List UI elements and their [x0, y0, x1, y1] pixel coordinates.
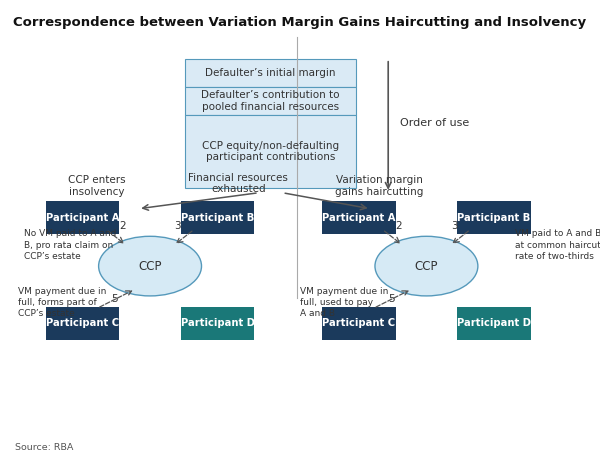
- FancyBboxPatch shape: [322, 307, 395, 340]
- FancyBboxPatch shape: [185, 115, 356, 188]
- FancyBboxPatch shape: [46, 201, 119, 234]
- Text: VM paid to A and B
at common haircut
rate of two-thirds: VM paid to A and B at common haircut rat…: [515, 229, 600, 261]
- Text: No VM paid to A and
B, pro rata claim on
CCP’s estate: No VM paid to A and B, pro rata claim on…: [23, 229, 116, 261]
- Text: Participant A: Participant A: [46, 213, 119, 223]
- Text: Defaulter’s contribution to
pooled financial resources: Defaulter’s contribution to pooled finan…: [202, 90, 340, 112]
- Text: CCP: CCP: [139, 260, 162, 272]
- Text: CCP: CCP: [415, 260, 438, 272]
- FancyBboxPatch shape: [457, 201, 531, 234]
- FancyBboxPatch shape: [457, 307, 531, 340]
- Text: Correspondence between Variation Margin Gains Haircutting and Insolvency: Correspondence between Variation Margin …: [13, 16, 587, 29]
- Ellipse shape: [375, 236, 478, 296]
- FancyBboxPatch shape: [185, 59, 356, 87]
- Text: Participant A: Participant A: [322, 213, 395, 223]
- FancyBboxPatch shape: [322, 201, 395, 234]
- Text: Order of use: Order of use: [400, 118, 469, 129]
- Text: 2: 2: [395, 221, 402, 231]
- Text: 2: 2: [119, 221, 126, 231]
- Text: Participant C: Participant C: [46, 318, 119, 329]
- FancyBboxPatch shape: [46, 307, 119, 340]
- Text: CCP equity/non-defaulting
participant contributions: CCP equity/non-defaulting participant co…: [202, 141, 339, 162]
- Text: VM payment due in
full, used to pay
A and B: VM payment due in full, used to pay A an…: [300, 287, 388, 318]
- Text: VM payment due in
full, forms part of
CCP’s estate: VM payment due in full, forms part of CC…: [18, 287, 106, 318]
- Text: 3: 3: [451, 221, 457, 231]
- Ellipse shape: [98, 236, 202, 296]
- Text: Defaulter’s initial margin: Defaulter’s initial margin: [205, 68, 336, 78]
- Text: Participant D: Participant D: [457, 318, 531, 329]
- Text: Participant D: Participant D: [181, 318, 254, 329]
- FancyBboxPatch shape: [181, 307, 254, 340]
- Text: Variation margin
gains haircutting: Variation margin gains haircutting: [335, 175, 424, 197]
- Text: 5: 5: [112, 294, 118, 304]
- Text: Financial resources
exhausted: Financial resources exhausted: [188, 173, 288, 194]
- Text: Source: RBA: Source: RBA: [15, 443, 73, 452]
- Text: 5: 5: [388, 294, 394, 304]
- Text: 3: 3: [175, 221, 181, 231]
- Text: Participant B: Participant B: [457, 213, 530, 223]
- Text: Participant B: Participant B: [181, 213, 254, 223]
- Text: CCP enters
insolvency: CCP enters insolvency: [68, 175, 126, 197]
- Text: Participant C: Participant C: [322, 318, 395, 329]
- FancyBboxPatch shape: [185, 87, 356, 115]
- FancyBboxPatch shape: [181, 201, 254, 234]
